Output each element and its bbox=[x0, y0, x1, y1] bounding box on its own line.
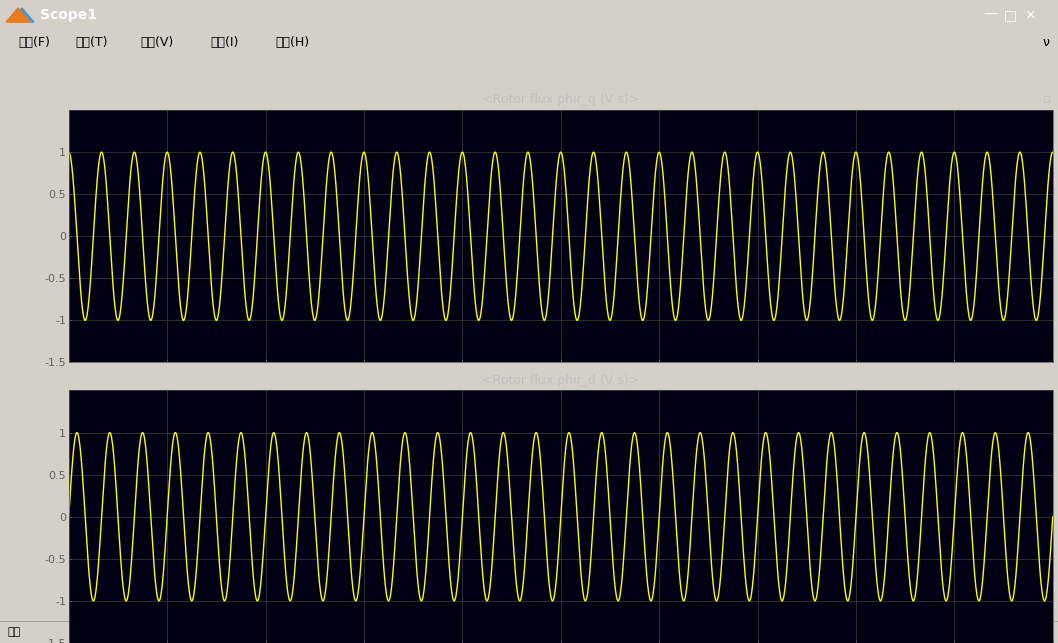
Text: —: — bbox=[983, 8, 997, 22]
Polygon shape bbox=[6, 8, 30, 22]
Text: ×: × bbox=[1024, 8, 1036, 22]
Text: □: □ bbox=[1003, 8, 1017, 22]
Text: <Rotor flux phir_d (V s)>: <Rotor flux phir_d (V s)> bbox=[482, 374, 639, 387]
Text: 查于规模 | 偏差=4 | T=0.000: 查于规模 | 偏差=4 | T=0.000 bbox=[940, 627, 1050, 637]
Text: 工具(T): 工具(T) bbox=[75, 37, 108, 50]
Text: 文件(F): 文件(F) bbox=[18, 37, 50, 50]
Text: <Rotor flux phir_q (V s)>: <Rotor flux phir_q (V s)> bbox=[482, 93, 639, 107]
Polygon shape bbox=[10, 8, 34, 22]
Text: ⊡: ⊡ bbox=[1042, 95, 1051, 105]
Text: 视图(V): 视图(V) bbox=[140, 37, 174, 50]
Text: 就绪: 就绪 bbox=[8, 627, 21, 637]
Text: 帮助(H): 帮助(H) bbox=[275, 37, 309, 50]
Text: ν: ν bbox=[1043, 37, 1050, 50]
Text: 仿真(I): 仿真(I) bbox=[209, 37, 238, 50]
Text: Scope1: Scope1 bbox=[40, 8, 97, 22]
